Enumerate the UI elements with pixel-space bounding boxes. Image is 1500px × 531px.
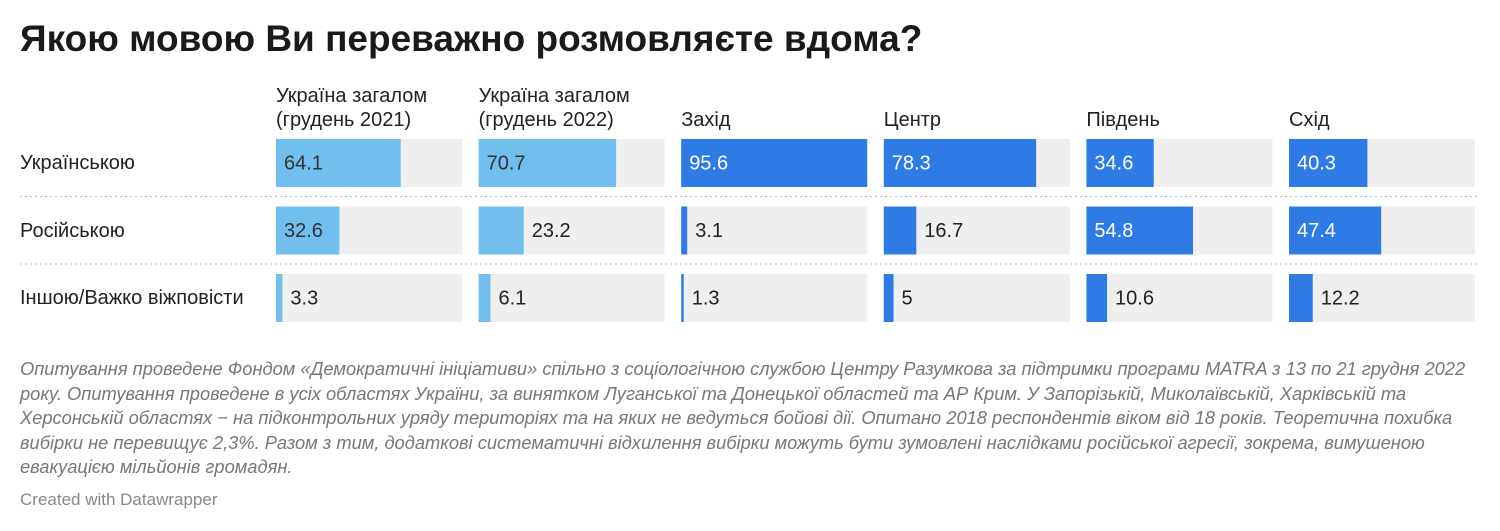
column-header: Україна загалом (грудень 2022) xyxy=(478,85,630,131)
value-label: 40.3 xyxy=(1297,152,1336,174)
column-header: Південь xyxy=(1086,109,1160,131)
bar xyxy=(1289,139,1368,187)
value-label: 3.1 xyxy=(695,220,723,242)
bar xyxy=(681,274,684,322)
plot: 64.1 32.6 3.3 70.7 23.2 6.1 95.6 3.1 1.3 78.3 16.7… xyxy=(20,139,1480,322)
value-label: 47.4 xyxy=(1297,220,1336,242)
value-label: 95.6 xyxy=(689,152,728,174)
row-label: Іншою/Важко віжповісти xyxy=(20,287,244,309)
value-label: 16.7 xyxy=(924,220,963,242)
value-label: 10.6 xyxy=(1115,287,1154,309)
bar xyxy=(681,139,868,187)
value-label: 34.6 xyxy=(1094,152,1133,174)
bar xyxy=(1086,206,1194,255)
bar xyxy=(883,206,917,255)
bar xyxy=(1289,206,1382,255)
chart-title: Якою мовою Ви переважно розмовляєте вдом… xyxy=(20,18,923,59)
value-label: 5 xyxy=(902,287,913,309)
value-label: 54.8 xyxy=(1094,220,1133,242)
value-label: 6.1 xyxy=(498,287,526,309)
value-label: 32.6 xyxy=(284,220,323,242)
value-label: 23.2 xyxy=(532,220,571,242)
column-header: Захід xyxy=(681,109,731,131)
bar-background xyxy=(681,274,868,322)
bar xyxy=(478,206,524,255)
bar-background xyxy=(681,206,868,255)
column-header: Центр xyxy=(883,109,942,131)
value-label: 12.2 xyxy=(1321,287,1360,309)
bar-background xyxy=(276,274,462,322)
bar-background xyxy=(1086,274,1273,322)
notes: Опитування проведене Фондом «Демократичн… xyxy=(20,358,1466,478)
bar xyxy=(276,139,401,187)
bar xyxy=(1086,139,1154,187)
column-header: Схід xyxy=(1289,109,1330,131)
column-header: Україна загалом (грудень 2021) xyxy=(276,85,428,131)
bar xyxy=(478,139,617,187)
value-label: 1.3 xyxy=(692,287,720,309)
bar xyxy=(681,206,688,255)
value-label: 3.3 xyxy=(290,287,318,309)
credit: Created with Datawrapper xyxy=(20,490,218,509)
bar-background xyxy=(478,274,665,322)
bar xyxy=(276,274,283,322)
bar-background xyxy=(883,274,1070,322)
value-label: 64.1 xyxy=(284,152,323,174)
bar xyxy=(1289,274,1313,322)
row-label: Українською xyxy=(20,152,135,174)
bar-background xyxy=(1289,274,1475,322)
value-label: 78.3 xyxy=(892,152,931,174)
bar xyxy=(883,274,894,322)
bar xyxy=(478,274,491,322)
bar xyxy=(276,206,340,255)
row-label: Російською xyxy=(20,219,125,242)
bar xyxy=(883,139,1037,187)
value-label: 70.7 xyxy=(487,152,526,174)
bar xyxy=(1086,274,1108,322)
